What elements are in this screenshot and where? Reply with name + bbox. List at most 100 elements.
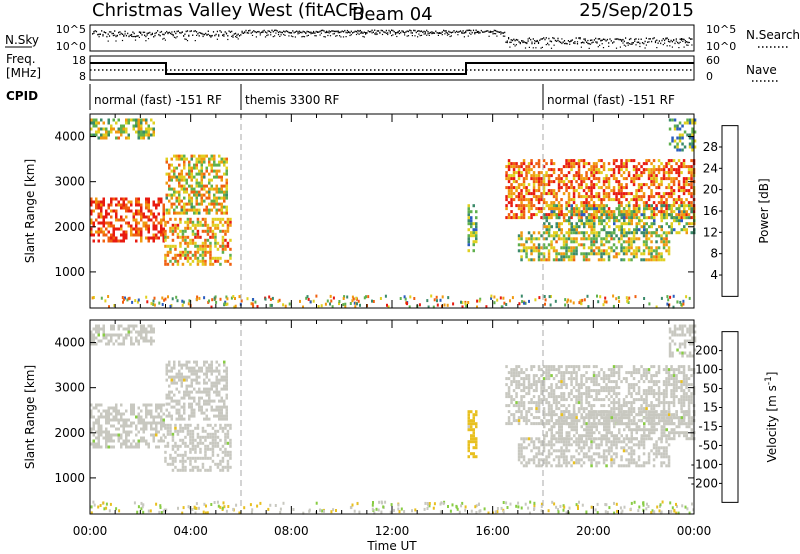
noise-search-point [534,40,536,42]
echo-cell [206,250,210,254]
echo-cell [535,410,538,414]
noise-sky-point [625,37,627,39]
echo-cell [517,177,521,181]
echo-cell [195,378,198,382]
speckle-cell [92,296,95,299]
noise-sky-point [138,31,140,33]
echo-cell [612,249,616,253]
echo-cell [97,339,100,343]
echo-cell [597,177,601,181]
echo-cell [229,423,232,427]
echo-cell [170,396,173,400]
echo-cell [100,200,103,204]
echo-cell [110,197,113,201]
echo-cell [199,447,202,451]
echo-cell [547,386,551,390]
echo-cell [102,121,105,125]
echo-cell [162,239,165,243]
noise-sky-point [381,29,384,32]
echo-cell [670,171,673,175]
echo-cell [195,375,198,379]
noise-sky-point [162,33,164,36]
echo-cell [657,210,661,214]
noise-search-point [582,41,584,44]
echo-cell [166,426,170,430]
echo-cell [147,227,150,231]
echo-cell [95,336,98,340]
speckle-cell [367,295,370,299]
echo-cell [597,180,601,184]
echo-cell [125,130,128,134]
noise-sky-point [632,42,634,44]
echo-cell [547,192,551,196]
echo-cell [178,157,181,161]
echo-cell [515,368,518,372]
echo-cell [612,192,616,196]
echo-cell [535,249,538,253]
echo-cell [557,177,561,181]
echo-cell [560,180,563,184]
echo-cell [107,339,110,343]
echo-cell [527,162,531,166]
echo-cell [681,136,684,140]
echo-cell [587,201,591,205]
echo-cell [115,130,118,134]
echo-cell [532,383,536,387]
echo-cell [575,249,578,253]
echo-cell [640,258,643,262]
echo-cell [600,222,603,226]
echo-cell [472,240,475,244]
echo-cell [218,393,221,397]
echo-cell [178,190,181,194]
noise-sky-point [106,35,108,38]
echo-cell [537,186,541,190]
echo-cell [522,168,526,172]
echo-cell [652,180,656,184]
echo-cell [92,224,95,228]
noise-sky-point [502,32,504,34]
echo-cell [215,381,218,385]
echo-cell [590,204,593,208]
echo-cell [92,221,95,225]
echo-cell [157,230,160,234]
echo-cell [203,184,206,188]
echo-cell [572,198,576,202]
echo-cell [225,172,228,176]
echo-cell [542,198,546,202]
cpid-label: CPID [6,89,38,103]
echo-cell [678,148,682,152]
echo-cell [191,435,195,439]
echo-cell [170,381,173,385]
echo-cell [675,207,678,211]
echo-cell [205,393,208,397]
echo-cell [223,163,226,167]
noise-sky-point [215,33,217,36]
noise-search-point [561,38,563,40]
echo-cell [690,207,693,211]
echo-cell [567,392,571,396]
echo-cell [592,168,596,172]
echo-cell [215,390,218,394]
noise-sky-point [92,33,94,35]
echo-cell [522,177,526,181]
echo-cell [607,207,611,211]
noise-sky-point [257,31,259,33]
echo-cell [555,404,558,408]
echo-cell [635,228,638,232]
echo-cell [605,216,608,220]
speckle-cell [509,299,511,303]
echo-cell [110,439,113,443]
echo-cell [112,233,115,237]
echo-cell [671,118,674,122]
echo-cell [575,380,578,384]
noise-panel-frame [89,24,695,52]
echo-cell [512,374,516,378]
echo-cell [577,365,581,369]
echo-cell [575,228,578,232]
speckle-cell [441,295,444,299]
echo-cell [196,423,200,427]
echo-cell [643,216,646,220]
echo-cell [190,190,193,194]
echo-cell [467,216,470,220]
speckle-cell [122,300,124,304]
